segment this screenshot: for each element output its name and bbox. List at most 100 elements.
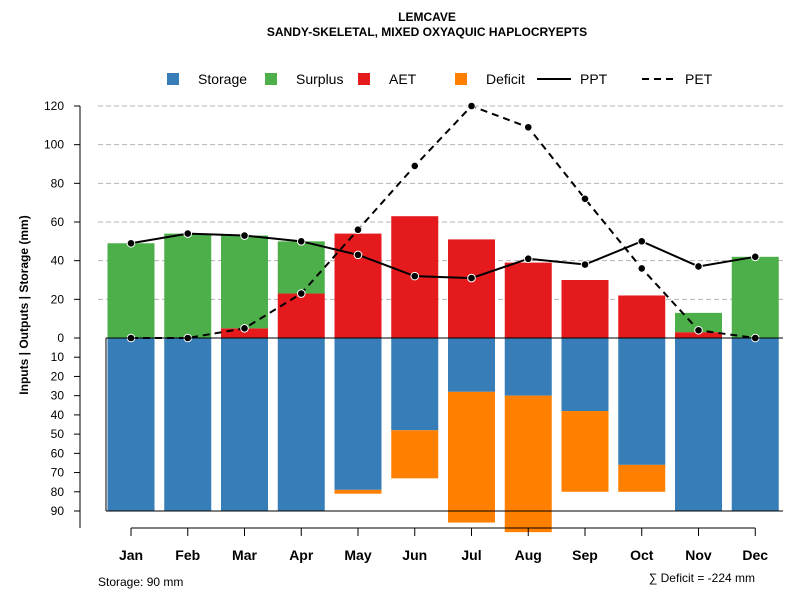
aet-bar-aug xyxy=(504,262,552,338)
x-tick-label-dec: Dec xyxy=(742,547,768,563)
surplus-bar-apr xyxy=(277,241,325,294)
aet-bar-jul xyxy=(448,239,495,338)
pet-point-nov xyxy=(694,325,703,335)
aet-bar-apr xyxy=(277,293,325,338)
storage-bar-jun xyxy=(391,338,439,431)
storage-bar-sep xyxy=(561,338,609,412)
pet-point-mar xyxy=(240,324,249,333)
pet-point-aug xyxy=(523,122,533,132)
y-axis-label: Inputs | Outputs | Storage (mm) xyxy=(17,215,31,394)
storage-bar-mar xyxy=(221,338,268,511)
y-tick-label-upper-0: 0 xyxy=(57,331,64,345)
ppt-point-jan xyxy=(126,238,136,248)
y-tick-label-upper-120: 120 xyxy=(44,99,64,113)
x-tick-label-mar: Mar xyxy=(232,547,257,563)
legend: Storage Surplus AET Deficit PPT PET xyxy=(167,71,713,87)
axes: 0 20 40 60 80 100 120 10 20 30 40 50 60 70 80 90 Jan Feb M… xyxy=(44,99,783,563)
chart-subtitle: SANDY-SKELETAL, MIXED OXYAQUIC HAPLOCRYE… xyxy=(267,25,587,39)
y-tick-label-upper-100: 100 xyxy=(44,138,64,152)
aet-bar-nov xyxy=(675,332,722,338)
surplus-bar-jan xyxy=(107,243,155,338)
legend-label-aet: AET xyxy=(389,71,417,87)
surplus-bar-feb xyxy=(164,233,212,338)
ppt-point-nov xyxy=(694,262,703,271)
legend-swatch-surplus xyxy=(265,73,277,85)
y-tick-label-lower-70: 70 xyxy=(51,466,65,480)
y-tick-label-lower-80: 80 xyxy=(51,485,65,499)
legend-label-storage: Storage xyxy=(198,71,247,87)
surplus-bar-mar xyxy=(221,235,268,329)
pet-point-apr xyxy=(296,289,306,298)
chart-title: LEMCAVE xyxy=(398,10,456,24)
x-tick-label-sep: Sep xyxy=(572,547,598,563)
bars xyxy=(107,216,779,533)
x-tick-label-jan: Jan xyxy=(119,547,143,563)
aet-bar-mar xyxy=(221,328,268,338)
ppt-point-oct xyxy=(637,237,647,246)
ppt-point-mar xyxy=(240,231,249,240)
x-tick-label-oct: Oct xyxy=(630,547,654,563)
x-tick-label-apr: Apr xyxy=(289,547,314,563)
y-tick-label-upper-60: 60 xyxy=(51,215,65,229)
ppt-point-jul xyxy=(467,273,476,283)
ppt-point-may xyxy=(353,250,363,260)
deficit-bar-oct xyxy=(618,464,666,492)
series-lines xyxy=(126,101,760,343)
deficit-note: ∑ Deficit = -224 mm xyxy=(649,571,755,585)
y-tick-label-lower-20: 20 xyxy=(51,369,65,383)
ppt-point-feb xyxy=(183,229,193,238)
storage-bar-may xyxy=(334,338,382,490)
storage-bar-aug xyxy=(504,338,552,396)
y-tick-label-lower-50: 50 xyxy=(51,427,65,441)
storage-note: Storage: 90 mm xyxy=(98,575,183,589)
ppt-point-aug xyxy=(523,254,533,264)
aet-bar-oct xyxy=(618,295,666,338)
ppt-point-apr xyxy=(296,237,306,246)
y-tick-label-lower-90: 90 xyxy=(51,504,65,518)
pet-point-jul xyxy=(467,101,476,111)
deficit-bar-jun xyxy=(391,430,439,479)
storage-bar-oct xyxy=(618,338,666,465)
legend-label-deficit: Deficit xyxy=(486,71,525,87)
legend-label-surplus: Surplus xyxy=(296,71,343,87)
y-tick-label-upper-40: 40 xyxy=(51,254,65,268)
legend-label-pet: PET xyxy=(685,71,713,87)
ppt-point-sep xyxy=(580,260,590,269)
storage-bar-feb xyxy=(164,338,212,511)
y-tick-label-upper-20: 20 xyxy=(51,292,65,306)
deficit-bar-jul xyxy=(448,391,495,523)
storage-bar-nov xyxy=(675,338,722,511)
x-tick-label-nov: Nov xyxy=(685,547,712,563)
y-tick-label-lower-10: 10 xyxy=(51,350,65,364)
ppt-point-jun xyxy=(410,271,420,281)
surplus-bar-nov xyxy=(675,312,722,333)
legend-swatch-aet xyxy=(358,73,370,85)
x-tick-label-feb: Feb xyxy=(175,547,200,563)
ppt-point-dec xyxy=(750,252,760,262)
storage-bar-dec xyxy=(731,338,779,511)
gridlines xyxy=(98,105,783,300)
y-tick-label-lower-60: 60 xyxy=(51,446,65,460)
legend-swatch-deficit xyxy=(455,73,467,85)
x-tick-label-jun: Jun xyxy=(402,547,427,563)
pet-point-sep xyxy=(580,194,590,204)
x-tick-label-aug: Aug xyxy=(515,547,542,563)
x-tick-label-jul: Jul xyxy=(461,547,481,563)
deficit-bar-aug xyxy=(504,395,552,533)
deficit-bar-sep xyxy=(561,411,609,492)
x-tick-label-may: May xyxy=(344,547,371,563)
surplus-bar-dec xyxy=(731,256,779,338)
pet-point-may xyxy=(353,225,363,235)
pet-point-jun xyxy=(410,161,420,171)
y-tick-label-lower-30: 30 xyxy=(51,389,65,403)
aet-bar-sep xyxy=(561,280,609,338)
storage-bar-jan xyxy=(107,338,155,511)
y-tick-label-lower-40: 40 xyxy=(51,408,65,422)
y-tick-label-upper-80: 80 xyxy=(51,176,65,190)
legend-label-ppt: PPT xyxy=(580,71,608,87)
legend-swatch-storage xyxy=(167,73,179,85)
storage-bar-apr xyxy=(277,338,325,511)
deficit-bar-may xyxy=(334,489,382,494)
ppt-line xyxy=(130,232,756,280)
